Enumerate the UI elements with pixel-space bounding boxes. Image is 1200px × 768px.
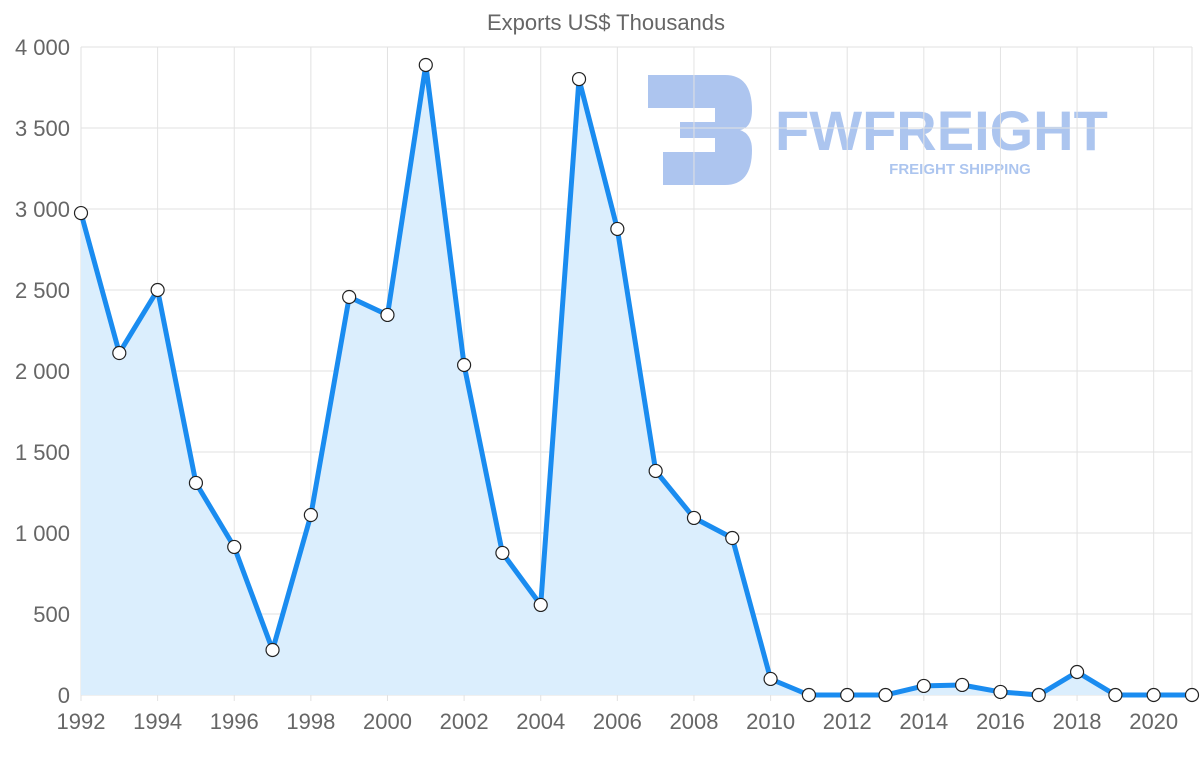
x-axis: 1992 1994 1996 1998 2000 2002 2004 2006 2008 2010… (57, 709, 1179, 734)
data-point (916, 678, 931, 694)
x-tick-label: 2008 (669, 709, 718, 734)
x-tick-label: 2014 (899, 709, 948, 734)
x-tick-label: 2020 (1129, 709, 1178, 734)
x-tick-label: 1992 (57, 709, 106, 734)
y-tick-label: 4 000 (15, 35, 70, 60)
y-tick-label: 500 (33, 602, 70, 627)
x-tick-label: 1994 (133, 709, 182, 734)
data-point (73, 205, 89, 221)
data-point (457, 357, 472, 373)
chart-title: Exports US$ Thousands (487, 10, 725, 35)
data-point (112, 345, 127, 361)
data-point (955, 677, 970, 693)
x-tick-label: 2004 (516, 709, 565, 734)
data-point (1069, 664, 1085, 680)
x-tick-label: 2016 (976, 709, 1025, 734)
data-point (840, 687, 855, 703)
watermark-logo-icon (648, 75, 752, 185)
watermark-logo: FWFREIGHT FREIGHT SHIPPING (648, 75, 1108, 185)
data-point (380, 307, 395, 323)
x-tick-label: 2006 (593, 709, 642, 734)
x-tick-label: 2012 (823, 709, 872, 734)
x-tick-label: 1996 (210, 709, 259, 734)
x-tick-label: 1998 (286, 709, 335, 734)
data-point (533, 597, 548, 613)
data-point (1108, 687, 1123, 703)
x-tick-label: 2018 (1053, 709, 1102, 734)
y-tick-label: 0 (58, 683, 70, 708)
data-point (1146, 687, 1161, 703)
watermark-tagline: FREIGHT SHIPPING (889, 161, 1031, 178)
data-point (227, 539, 242, 555)
watermark-brand: FWFREIGHT (775, 99, 1108, 162)
y-tick-label: 1 500 (15, 440, 70, 465)
y-axis: 0 500 1 000 1 500 2 000 2 500 3 000 3 500 4 000 (15, 35, 70, 708)
y-tick-label: 1 000 (15, 521, 70, 546)
data-point (1031, 687, 1046, 703)
data-point (1184, 687, 1200, 703)
data-points (73, 57, 1200, 703)
data-point (801, 687, 816, 703)
data-point (150, 282, 165, 298)
data-point (342, 289, 357, 305)
data-point (265, 642, 280, 658)
data-point (303, 507, 318, 523)
y-tick-label: 3 500 (15, 116, 70, 141)
data-point (418, 57, 433, 73)
data-point (725, 530, 740, 546)
data-point (878, 687, 893, 703)
x-tick-label: 2002 (440, 709, 489, 734)
y-tick-label: 2 500 (15, 278, 70, 303)
data-point (571, 71, 587, 87)
data-point (686, 510, 702, 526)
data-point (495, 545, 510, 561)
data-point (188, 475, 204, 491)
x-tick-label: 2000 (363, 709, 412, 734)
y-tick-label: 3 000 (15, 197, 70, 222)
x-tick-label: 2010 (746, 709, 795, 734)
series-area-fill (81, 65, 1192, 695)
data-point (993, 684, 1008, 700)
y-tick-label: 2 000 (15, 359, 70, 384)
data-point (763, 671, 778, 687)
data-point (610, 221, 625, 237)
data-point (648, 463, 663, 479)
